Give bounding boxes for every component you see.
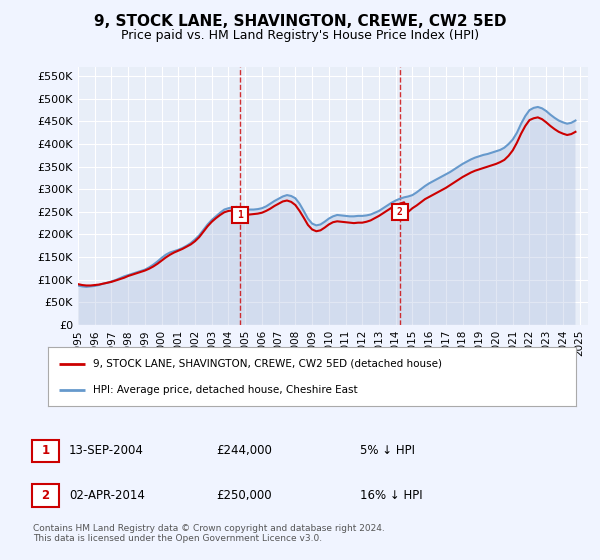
Text: Price paid vs. HM Land Registry's House Price Index (HPI): Price paid vs. HM Land Registry's House …: [121, 29, 479, 42]
Text: £250,000: £250,000: [216, 489, 272, 502]
Text: 02-APR-2014: 02-APR-2014: [69, 489, 145, 502]
Text: 1: 1: [41, 444, 50, 458]
Text: 1: 1: [238, 209, 244, 220]
Text: HPI: Average price, detached house, Cheshire East: HPI: Average price, detached house, Ches…: [93, 385, 358, 395]
Text: 2: 2: [397, 207, 403, 217]
Text: 13-SEP-2004: 13-SEP-2004: [69, 444, 144, 458]
Text: 5% ↓ HPI: 5% ↓ HPI: [360, 444, 415, 458]
Text: 9, STOCK LANE, SHAVINGTON, CREWE, CW2 5ED: 9, STOCK LANE, SHAVINGTON, CREWE, CW2 5E…: [94, 14, 506, 29]
Text: 16% ↓ HPI: 16% ↓ HPI: [360, 489, 422, 502]
Text: 9, STOCK LANE, SHAVINGTON, CREWE, CW2 5ED (detached house): 9, STOCK LANE, SHAVINGTON, CREWE, CW2 5E…: [93, 358, 442, 368]
Text: Contains HM Land Registry data © Crown copyright and database right 2024.
This d: Contains HM Land Registry data © Crown c…: [33, 524, 385, 543]
Text: 2: 2: [41, 489, 50, 502]
Text: £244,000: £244,000: [216, 444, 272, 458]
